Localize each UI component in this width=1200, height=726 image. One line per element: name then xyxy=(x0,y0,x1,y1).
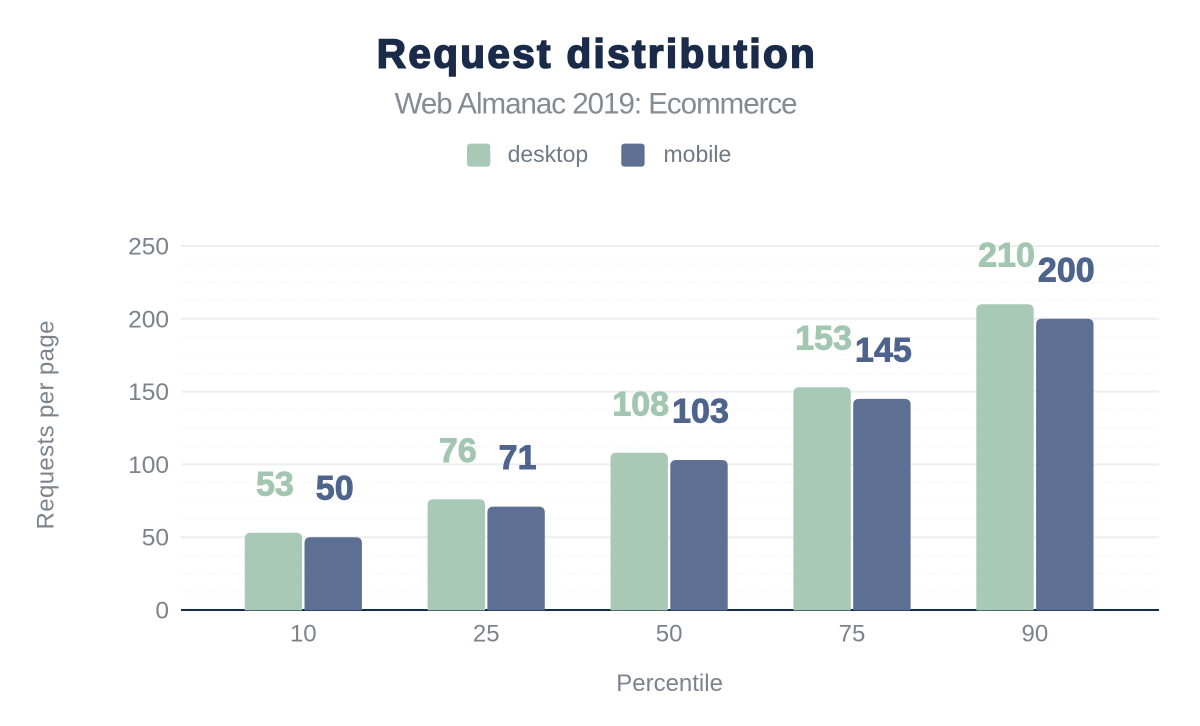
svg-text:25: 25 xyxy=(473,621,500,648)
svg-text:mobile: mobile xyxy=(664,141,732,167)
svg-text:150: 150 xyxy=(128,379,169,406)
svg-text:103: 103 xyxy=(672,393,729,431)
svg-text:50: 50 xyxy=(142,525,169,552)
svg-text:50: 50 xyxy=(656,621,683,648)
svg-text:Request distribution: Request distribution xyxy=(377,31,815,77)
svg-text:210: 210 xyxy=(978,237,1035,275)
svg-text:90: 90 xyxy=(1022,621,1049,648)
svg-text:100: 100 xyxy=(128,452,169,479)
svg-text:76: 76 xyxy=(439,432,477,470)
svg-text:50: 50 xyxy=(316,470,354,508)
svg-text:250: 250 xyxy=(128,234,169,261)
svg-text:10: 10 xyxy=(290,621,317,648)
svg-text:desktop: desktop xyxy=(508,141,589,167)
svg-text:53: 53 xyxy=(256,465,294,503)
svg-text:75: 75 xyxy=(839,621,866,648)
svg-text:71: 71 xyxy=(499,439,537,477)
svg-text:108: 108 xyxy=(612,385,669,423)
svg-text:Requests per page: Requests per page xyxy=(33,321,60,530)
svg-text:145: 145 xyxy=(855,331,912,369)
svg-text:0: 0 xyxy=(155,598,169,625)
svg-text:Percentile: Percentile xyxy=(616,670,723,697)
svg-text:153: 153 xyxy=(795,320,852,358)
svg-text:200: 200 xyxy=(1038,251,1095,289)
svg-text:Web Almanac 2019: Ecommerce: Web Almanac 2019: Ecommerce xyxy=(395,87,798,120)
svg-text:200: 200 xyxy=(128,306,169,333)
